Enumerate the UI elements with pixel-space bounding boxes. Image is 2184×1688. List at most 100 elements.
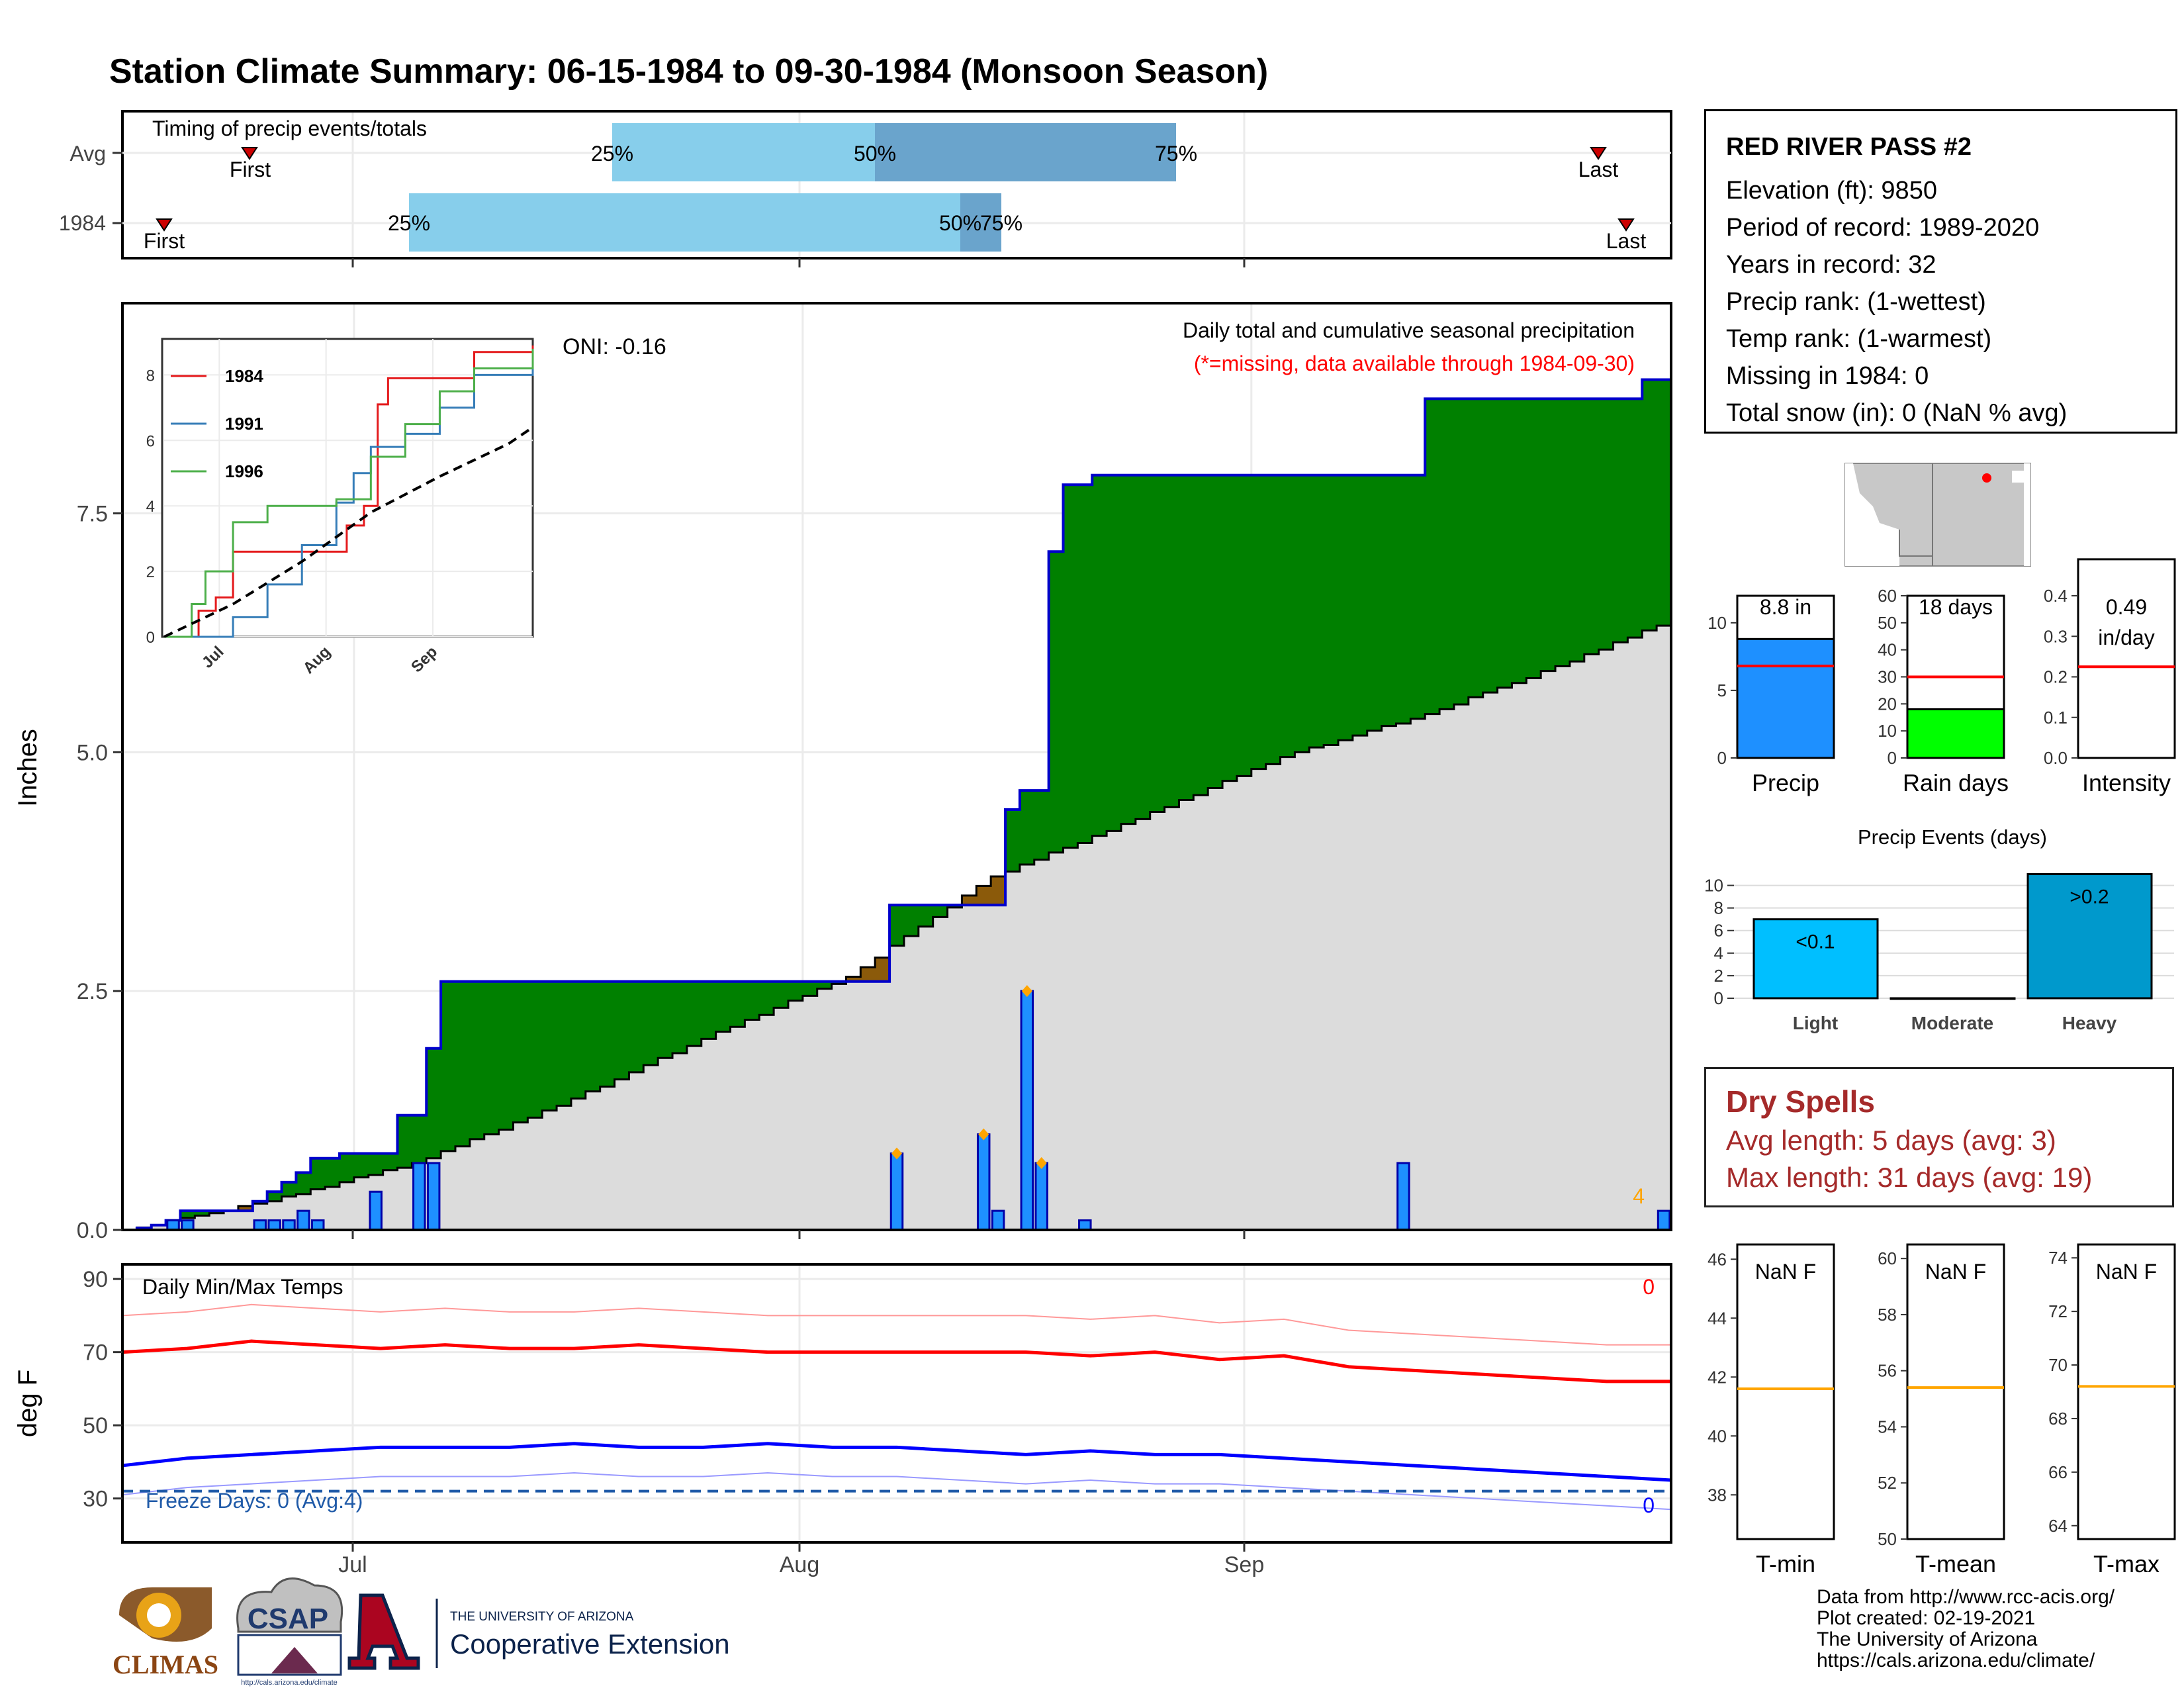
avg-q50-label: 50% — [854, 142, 896, 165]
precip-y-tick-label: 7.5 — [77, 502, 108, 527]
station-missing: Missing in 1984: 0 — [1726, 362, 1929, 390]
temp-summary-tick-label: 64 — [2048, 1516, 2068, 1536]
station-years: Years in record: 32 — [1726, 251, 1936, 279]
daily-bar-marker — [891, 1147, 902, 1160]
events-bar-label: >0.2 — [2070, 886, 2109, 908]
daily-precip-bar — [296, 1209, 310, 1231]
temp-summary-tick-label: 74 — [2048, 1248, 2068, 1268]
events-tick-label: 8 — [1714, 898, 1723, 918]
station-elevation: Elevation (ft): 9850 — [1726, 177, 1937, 205]
credit-line-1: Data from http://www.rcc-acis.org/ — [1817, 1586, 2115, 1608]
temp-y-label: deg F — [13, 1370, 42, 1437]
avg-max-temp-line — [122, 1339, 1671, 1383]
temp-summary-tick-label: 40 — [1707, 1426, 1727, 1446]
temp-summary-tick-label: 44 — [1707, 1308, 1727, 1328]
temp-summary-tick-label: 50 — [1878, 1529, 1897, 1549]
y1984-q75-label: 75% — [980, 211, 1023, 235]
intensity-summary-value-text: 0.49 — [2106, 595, 2147, 619]
intensity-summary-tick-label: 0.3 — [2044, 626, 2068, 646]
rain-days-summary-tick-label: 60 — [1878, 586, 1897, 606]
credit-line-3: The University of Arizona — [1817, 1628, 2038, 1650]
avg-q75-label: 75% — [1155, 142, 1197, 165]
dry-spells-box: Dry Spells Avg length: 5 days (avg: 3) M… — [1704, 1067, 2174, 1207]
daily-precip-bar — [181, 1219, 195, 1231]
x-tick-sep: Sep — [1224, 1552, 1265, 1577]
daily-precip-bar — [976, 1133, 991, 1231]
temp-summary-frame — [1906, 1243, 2005, 1540]
temp-summary-panels: 38 40 42 44 46 NaN F T-min 50 52 54 56 58 60 NaN F T-m… — [1707, 1243, 2176, 1577]
above-average-area — [122, 379, 1671, 1231]
avg-first-marker — [241, 147, 258, 160]
daily-precip-bar — [369, 1190, 383, 1231]
temp-y-tick-label: 50 — [83, 1413, 108, 1438]
precip-summary-value-text: 8.8 in — [1760, 595, 1811, 619]
temp-label: Daily Min/Max Temps — [142, 1275, 343, 1299]
corner-count: 4 — [1633, 1184, 1645, 1208]
rain-days-summary-value-text: 18 days — [1919, 595, 1993, 619]
intensity-summary-tick-label: 0.0 — [2044, 748, 2068, 768]
y1984-first-marker — [156, 218, 173, 232]
inset-y-tick: 4 — [146, 498, 155, 516]
precip-panel: 0.0 2.5 5.0 7.5 Inches ONI: -0.16 Daily tot… — [13, 302, 1672, 1243]
daily-precip-bar — [426, 1162, 441, 1231]
temp-summary-tick-label: 38 — [1707, 1485, 1727, 1505]
timing-label: Timing of precip events/totals — [152, 117, 427, 140]
rain-days-summary-tick-label: 20 — [1878, 694, 1897, 714]
daily-precip-bar — [1657, 1209, 1671, 1231]
inset-y-tick: 8 — [146, 367, 155, 385]
events-tick-label: 0 — [1714, 988, 1723, 1008]
temp-y-tick-label: 30 — [83, 1487, 108, 1512]
credit-line-4: https://cals.arizona.edu/climate/ — [1817, 1650, 2095, 1671]
temp-summary-tick-label: 68 — [2048, 1409, 2068, 1429]
station-snow: Total snow (in): 0 (NaN % avg) — [1726, 399, 2068, 427]
inset-legend-label-1991: 1991 — [225, 414, 263, 434]
rain-days-summary-tick-label: 0 — [1888, 748, 1897, 768]
inset-y-tick: 6 — [146, 432, 155, 450]
precip-y-tick-label: 0.0 — [77, 1218, 108, 1243]
inset-series-1991 — [164, 358, 534, 638]
temp-summary-value: NaN F — [1755, 1260, 1816, 1284]
precip-events-chart: Precip Events (days) 02 46 810 <0.1 Light Mod… — [1704, 825, 2174, 1033]
daily-precip-bar — [412, 1162, 426, 1231]
daily-bar-marker — [1021, 985, 1032, 998]
daily-precip-bar — [166, 1219, 180, 1231]
events-tick-label: 4 — [1714, 943, 1723, 963]
avg-first-label: First — [230, 158, 271, 181]
intensity-summary-bar — [2077, 558, 2176, 759]
temp-summary-tick-label: 46 — [1707, 1249, 1727, 1269]
precip-y-tick-label: 2.5 — [77, 979, 108, 1004]
x-tick-jul: Jul — [338, 1552, 367, 1577]
ua-logo: THE UNIVERSITY OF ARIZONA Cooperative Ex… — [347, 1593, 730, 1670]
station-precip-rank: Precip rank: (1-wettest) — [1726, 288, 1986, 316]
events-bar-label: <0.1 — [1796, 931, 1835, 953]
timing-row-avg: Avg — [69, 142, 106, 165]
avg-min-temp-line — [122, 1442, 1672, 1482]
y1984-last-label: Last — [1606, 229, 1647, 253]
temp-summary-tick-label: 54 — [1878, 1417, 1897, 1436]
y1984-q50-q75-bar — [960, 193, 1001, 252]
daily-precip-bar — [1034, 1162, 1048, 1231]
avg-cumulative-line — [122, 618, 1672, 1231]
station-info-box: RED RIVER PASS #2 Elevation (ft): 9850 P… — [1704, 109, 2177, 434]
daily-precip-bar — [1020, 990, 1034, 1231]
daily-precip-bar — [889, 1152, 904, 1231]
precip-subtitle: Daily total and cumulative seasonal prec… — [1183, 318, 1635, 342]
precip-summary-tick-label: 0 — [1717, 748, 1727, 768]
daily-bar-marker — [978, 1128, 989, 1141]
y1984-first-label: First — [144, 229, 185, 253]
temp-summary-label: T-mean — [1915, 1550, 1996, 1577]
rain-days-summary-bar — [1906, 708, 2005, 759]
rain-days-summary-label: Rain days — [1903, 769, 2009, 796]
events-bar-light — [1752, 918, 1879, 1000]
ua-extension: Cooperative Extension — [450, 1628, 730, 1660]
summary-mini-bars: 0 5 10 8.8 in Precip 0 10 20 30 40 50 60 18 days Rain… — [1707, 558, 2176, 796]
temp-summary-tick-label: 42 — [1707, 1367, 1727, 1387]
events-tick-label: 10 — [1704, 876, 1723, 896]
temp-summary-label: T-max — [2093, 1550, 2160, 1577]
inset-legend-label-1984: 1984 — [225, 366, 263, 386]
rain-days-summary-tick-label: 50 — [1878, 613, 1897, 633]
intensity-summary-value-text: in/day — [2098, 626, 2154, 649]
rain-days-summary-tick-label: 40 — [1878, 640, 1897, 660]
rain-days-summary-tick-label: 10 — [1878, 721, 1897, 741]
